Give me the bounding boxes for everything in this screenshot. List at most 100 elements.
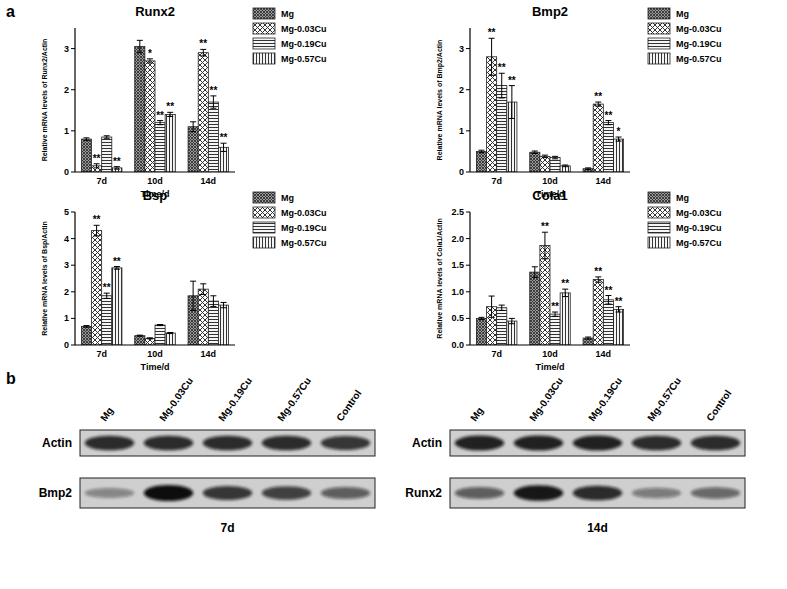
- bar: [198, 289, 208, 345]
- legend-swatch: [253, 38, 275, 49]
- plot-area: [476, 38, 623, 172]
- error-bar: [167, 332, 173, 333]
- error-bar: [489, 38, 495, 75]
- error-bar: [147, 338, 153, 339]
- x-tick-label: 7d: [491, 176, 502, 186]
- x-tick-label: 7d: [491, 349, 502, 359]
- bar: [135, 336, 145, 345]
- blot-frame: [450, 478, 745, 508]
- chart: Cola10.00.51.01.52.02.5Relative mRNA lev…: [436, 188, 722, 372]
- blot-time: 14d: [587, 521, 608, 535]
- error-bar: [499, 73, 505, 98]
- bar: [208, 301, 218, 345]
- band: [691, 487, 741, 499]
- band: [144, 436, 194, 451]
- error-bar: [616, 137, 622, 141]
- legend-label: Mg-0.57Cu: [676, 238, 722, 248]
- x-axis: [75, 171, 235, 172]
- bar: [135, 47, 145, 172]
- error-bar: [509, 318, 515, 323]
- legend-swatch: [648, 222, 670, 233]
- legend-swatch: [253, 222, 275, 233]
- legend-swatch: [253, 237, 275, 248]
- bar: [540, 246, 550, 345]
- bar: [593, 280, 603, 345]
- chart: Bmp20123Relative mRNA levels of Bmp2/Act…: [436, 4, 722, 199]
- significance: **: [166, 101, 174, 112]
- legend-swatch: [253, 23, 275, 34]
- significance: **: [551, 301, 559, 312]
- significance: **: [541, 221, 549, 232]
- legend: MgMg-0.03CuMg-0.19CuMg-0.57Cu: [648, 192, 722, 248]
- x-tick-label: 7d: [96, 176, 107, 186]
- significance: **: [113, 156, 121, 167]
- bar: [155, 123, 165, 172]
- error-bar: [605, 296, 611, 305]
- legend-label: Mg: [281, 9, 294, 19]
- y-tick-label: 2: [64, 287, 69, 297]
- band: [85, 436, 135, 451]
- plot-area: [81, 225, 228, 345]
- error-bar: [167, 112, 173, 116]
- y-tick-label: 2.0: [451, 234, 464, 244]
- x-tick-label: 10d: [147, 349, 163, 359]
- bar: [476, 318, 486, 345]
- error-bar: [605, 121, 611, 125]
- legend-swatch: [648, 53, 670, 64]
- error-bar: [114, 267, 120, 270]
- error-bar: [478, 317, 484, 319]
- legend-swatch: [253, 207, 275, 218]
- significance: **: [113, 256, 121, 267]
- figure: abRunx20123Relative mRNA levels of Runx2…: [0, 0, 787, 589]
- error-bar: [489, 296, 495, 317]
- legend-swatch: [648, 192, 670, 203]
- legend-label: Mg-0.19Cu: [281, 39, 327, 49]
- significance: **: [488, 27, 496, 38]
- legend-swatch: [253, 192, 275, 203]
- error-bar: [542, 155, 548, 157]
- lane-label: Mg-0.57Cu: [275, 375, 313, 423]
- error-bar: [585, 168, 591, 170]
- bar: [102, 296, 112, 345]
- lane-label: Mg: [98, 405, 115, 423]
- error-bar: [157, 325, 163, 326]
- annotations: ***************: [93, 38, 228, 166]
- annotations: ************: [541, 221, 622, 312]
- legend-label: Mg-0.19Cu: [676, 223, 722, 233]
- significance: **: [561, 278, 569, 289]
- bar: [92, 231, 102, 345]
- lane-label: Mg-0.19Cu: [216, 375, 254, 423]
- band: [85, 488, 135, 498]
- x-axis: [470, 171, 630, 172]
- bar: [560, 166, 570, 172]
- legend-label: Mg-0.19Cu: [676, 39, 722, 49]
- error-bar: [104, 293, 110, 298]
- error-bar: [157, 121, 163, 125]
- annotations: ******: [93, 214, 121, 293]
- y-axis-label: Relative mRNA levels of Bsp/Actin: [41, 221, 49, 336]
- bar: [218, 305, 228, 345]
- bar: [530, 152, 540, 172]
- legend-label: Mg-0.03Cu: [281, 24, 327, 34]
- band: [262, 486, 312, 500]
- significance: **: [156, 110, 164, 121]
- y-tick-label: 1: [64, 126, 69, 136]
- error-bar: [147, 59, 153, 63]
- lane-label: Mg: [468, 405, 485, 423]
- y-axis: [74, 212, 75, 345]
- error-bar: [221, 302, 227, 307]
- y-tick-label: 3: [459, 44, 464, 54]
- band: [203, 486, 253, 500]
- band: [262, 436, 312, 451]
- lane-label: Mg-0.19Cu: [586, 375, 624, 423]
- bar: [155, 325, 165, 345]
- bar: [165, 333, 175, 345]
- band: [632, 436, 682, 451]
- blot-frame: [80, 430, 375, 456]
- lane-label: Control: [704, 388, 734, 424]
- bar: [81, 139, 91, 172]
- row-label: Actin: [412, 436, 442, 450]
- legend-swatch: [648, 8, 670, 19]
- significance: **: [594, 91, 602, 102]
- x-tick-label: 14d: [596, 349, 612, 359]
